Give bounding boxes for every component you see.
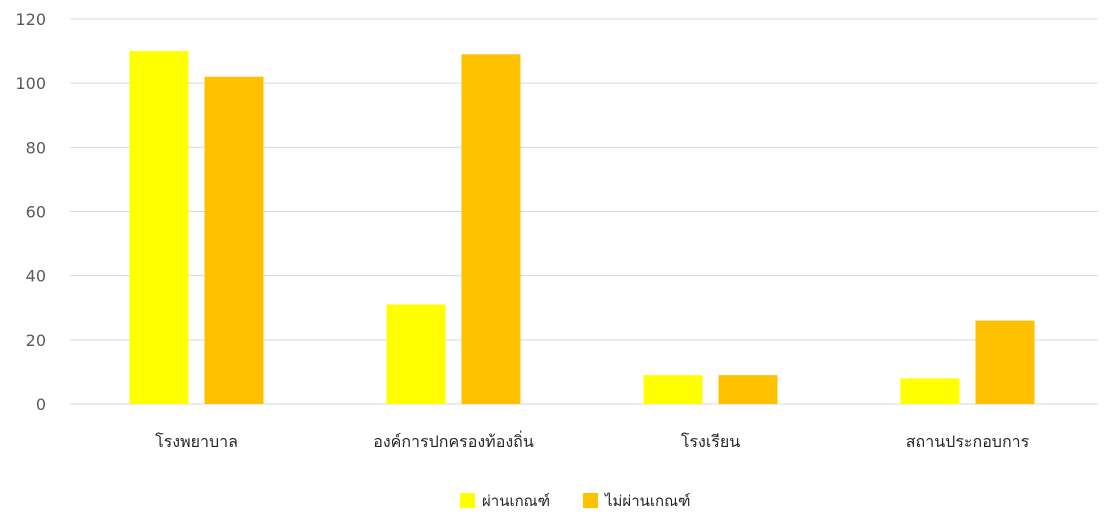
x-category-label: โรงเรียน: [681, 432, 740, 451]
x-axis-labels: โรงพยาบาล องค์การปกครองท้องถิ่น โรงเรียน สถ…: [155, 430, 1030, 451]
x-category-label: สถานประกอบการ: [906, 432, 1030, 451]
legend-label: ไม่ผ่านเกณฑ์: [604, 492, 690, 510]
y-tick-label: 100: [15, 74, 46, 93]
bar-pass: [900, 378, 960, 404]
x-category-label: โรงพยาบาล: [155, 432, 238, 451]
bar-fail: [975, 320, 1035, 404]
y-tick-label: 40: [26, 267, 46, 286]
bar-pass: [386, 304, 446, 404]
y-axis-ticks: 0 20 40 60 80 100 120: [15, 10, 46, 414]
legend-swatch: [583, 493, 598, 508]
bar-pass: [129, 51, 189, 404]
bar-pass: [643, 375, 703, 404]
x-category-label: องค์การปกครองท้องถิ่น: [373, 430, 534, 451]
bar-fail: [461, 54, 521, 405]
bar-fail: [204, 76, 264, 404]
bars: [129, 51, 1035, 405]
legend-label: ผ่านเกณฑ์: [482, 492, 550, 510]
y-tick-label: 0: [36, 395, 46, 414]
y-tick-label: 20: [26, 331, 46, 350]
legend-swatch: [460, 493, 475, 508]
y-tick-label: 80: [26, 138, 46, 157]
y-tick-label: 60: [26, 203, 46, 222]
legend: ผ่านเกณฑ์ ไม่ผ่านเกณฑ์: [460, 492, 690, 510]
y-tick-label: 120: [15, 10, 46, 29]
bar-fail: [718, 375, 778, 404]
